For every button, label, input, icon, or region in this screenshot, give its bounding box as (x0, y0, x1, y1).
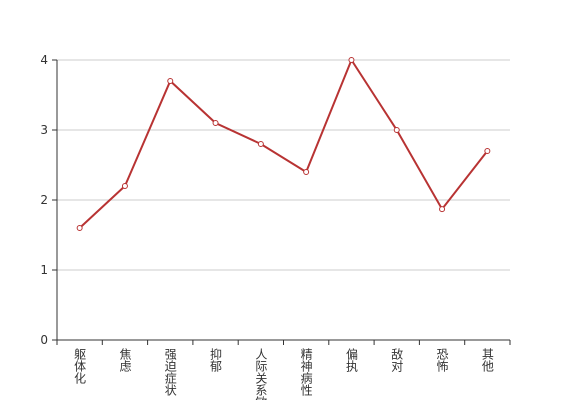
line (78, 57, 489, 229)
y-tick-label: 3 (40, 123, 48, 137)
point (393, 127, 400, 133)
y-tick-label: 0 (40, 333, 48, 347)
point (212, 120, 219, 126)
y-tick-label: 1 (40, 263, 48, 277)
x-tick-label: 恐怖 (435, 348, 449, 372)
x-tick-label: 人际关系敏感 (254, 348, 268, 400)
point (303, 169, 310, 175)
y-tick-label: 4 (40, 53, 48, 67)
x-tick-label: 精神病性 (299, 348, 313, 397)
x-tick-label: 其他 (480, 348, 494, 372)
point (76, 225, 83, 231)
x-tick-label: 躯体化 (73, 347, 87, 385)
x-tick-label: 强迫症状 (163, 348, 177, 396)
point (348, 57, 355, 63)
point (167, 78, 174, 84)
x-tick-label: 抑郁 (209, 347, 223, 373)
x-tick-label: 焦虑 (118, 348, 132, 372)
x-tick-label: 敌对 (390, 347, 404, 372)
point (121, 183, 128, 189)
y-tick-label: 2 (40, 193, 48, 207)
x-tick-label: 偏执 (344, 347, 358, 373)
point (484, 148, 491, 154)
point (439, 206, 446, 213)
point (257, 141, 264, 147)
